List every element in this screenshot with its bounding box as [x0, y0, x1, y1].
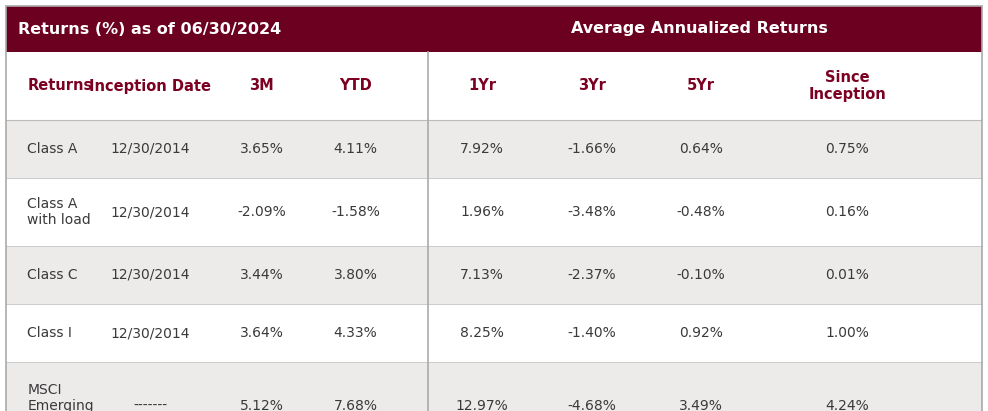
- Text: Class A: Class A: [28, 142, 78, 156]
- Text: 0.92%: 0.92%: [679, 326, 723, 340]
- Bar: [6, 6, 982, 52]
- Text: Returns: Returns: [28, 79, 93, 93]
- Text: 3M: 3M: [249, 79, 274, 93]
- Text: 3.64%: 3.64%: [240, 326, 284, 340]
- Text: 8.25%: 8.25%: [460, 326, 504, 340]
- Text: -2.37%: -2.37%: [567, 268, 616, 282]
- Text: Class A
with load: Class A with load: [28, 197, 91, 227]
- Text: 4.11%: 4.11%: [333, 142, 377, 156]
- Text: 12/30/2014: 12/30/2014: [111, 205, 191, 219]
- Text: MSCI
Emerging
Markets: MSCI Emerging Markets: [28, 383, 94, 411]
- Bar: [6, 362, 982, 411]
- Text: 1Yr: 1Yr: [468, 79, 496, 93]
- Text: Average Annualized Returns: Average Annualized Returns: [570, 21, 827, 37]
- Bar: [6, 52, 982, 120]
- Text: 12.97%: 12.97%: [455, 399, 509, 411]
- Bar: [6, 304, 982, 362]
- Text: Since
Inception: Since Inception: [808, 70, 886, 102]
- Text: 0.64%: 0.64%: [679, 142, 723, 156]
- Text: 4.24%: 4.24%: [825, 399, 869, 411]
- Text: 1.00%: 1.00%: [825, 326, 869, 340]
- Text: 3.44%: 3.44%: [240, 268, 284, 282]
- Text: -0.10%: -0.10%: [677, 268, 725, 282]
- Text: 12/30/2014: 12/30/2014: [111, 268, 191, 282]
- Text: YTD: YTD: [339, 79, 371, 93]
- Text: 12/30/2014: 12/30/2014: [111, 326, 191, 340]
- Text: 12/30/2014: 12/30/2014: [111, 142, 191, 156]
- Text: Class I: Class I: [28, 326, 72, 340]
- Text: 3.80%: 3.80%: [334, 268, 377, 282]
- Text: -1.58%: -1.58%: [331, 205, 379, 219]
- Text: -3.48%: -3.48%: [567, 205, 616, 219]
- Text: -------: -------: [133, 399, 168, 411]
- Text: 0.16%: 0.16%: [825, 205, 869, 219]
- Text: -0.48%: -0.48%: [677, 205, 725, 219]
- Text: 7.68%: 7.68%: [333, 399, 377, 411]
- Text: 3Yr: 3Yr: [578, 79, 606, 93]
- Text: 0.75%: 0.75%: [825, 142, 869, 156]
- Text: Inception Date: Inception Date: [90, 79, 211, 93]
- Text: 5Yr: 5Yr: [687, 79, 715, 93]
- Text: 1.96%: 1.96%: [460, 205, 504, 219]
- Text: Class C: Class C: [28, 268, 78, 282]
- Text: Returns (%) as of 06/30/2024: Returns (%) as of 06/30/2024: [18, 21, 282, 37]
- Text: 4.33%: 4.33%: [334, 326, 377, 340]
- Text: -4.68%: -4.68%: [567, 399, 617, 411]
- Bar: [6, 120, 982, 178]
- Text: 5.12%: 5.12%: [240, 399, 284, 411]
- Text: 0.01%: 0.01%: [825, 268, 869, 282]
- Text: -2.09%: -2.09%: [237, 205, 287, 219]
- Bar: [6, 246, 982, 304]
- Text: 3.49%: 3.49%: [679, 399, 723, 411]
- Text: -1.66%: -1.66%: [567, 142, 617, 156]
- Bar: [6, 178, 982, 246]
- Text: 7.92%: 7.92%: [460, 142, 504, 156]
- Text: -1.40%: -1.40%: [567, 326, 616, 340]
- Text: 3.65%: 3.65%: [240, 142, 284, 156]
- Text: 7.13%: 7.13%: [460, 268, 504, 282]
